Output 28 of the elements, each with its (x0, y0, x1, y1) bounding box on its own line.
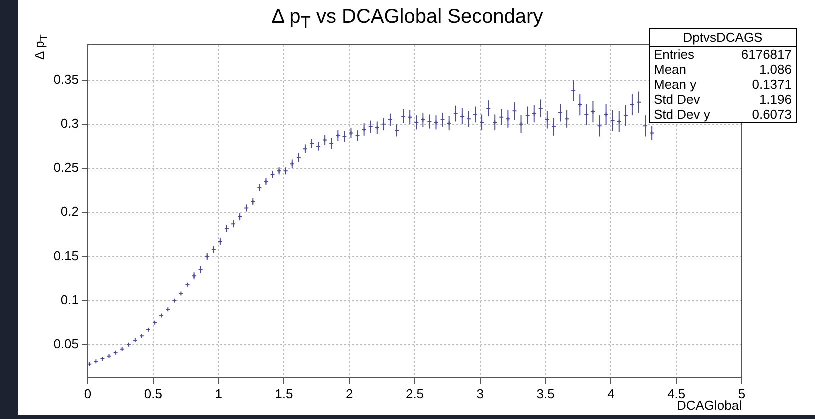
x-tick-label: 1 (215, 386, 222, 402)
text: 1.196 (759, 92, 792, 107)
y-tick-label: 0.1 (60, 292, 79, 308)
x-tick-label: 2.5 (406, 386, 424, 402)
annotation: Std Dev (654, 92, 700, 107)
x-tick-label: 3.5 (536, 386, 555, 402)
chart-title: Δ p$_{T}$ vs DCAGlobal Secondary (272, 6, 544, 32)
annotation: Entries (654, 47, 694, 62)
annotation: Std Dev y (654, 107, 710, 122)
x-tick-label: 2 (346, 386, 354, 402)
text: 0.1371 (752, 77, 792, 92)
y-tick-label: 0.35 (54, 72, 79, 87)
x-tick-label: 0 (84, 386, 92, 402)
annotation: Mean (654, 62, 687, 77)
y-tick-label: 0.05 (54, 336, 79, 352)
x-tick-label: 4 (608, 386, 615, 402)
y-tick-label: 0.3 (60, 116, 79, 131)
annotation: Mean y (654, 77, 697, 92)
text: DptvsDCAGS (650, 29, 796, 47)
text: 1.086 (759, 62, 792, 77)
annotation: 6176817 (741, 47, 792, 62)
x-tick-label: 1.5 (275, 386, 294, 402)
x-tick-label: 3 (476, 386, 484, 402)
text: 0.6073 (752, 107, 792, 122)
x-tick-label: 0.5 (144, 386, 162, 402)
y-tick-label: 0.15 (54, 248, 79, 264)
y-tick-label: 0.25 (54, 160, 79, 176)
y-tick-label: 0.2 (60, 204, 79, 220)
